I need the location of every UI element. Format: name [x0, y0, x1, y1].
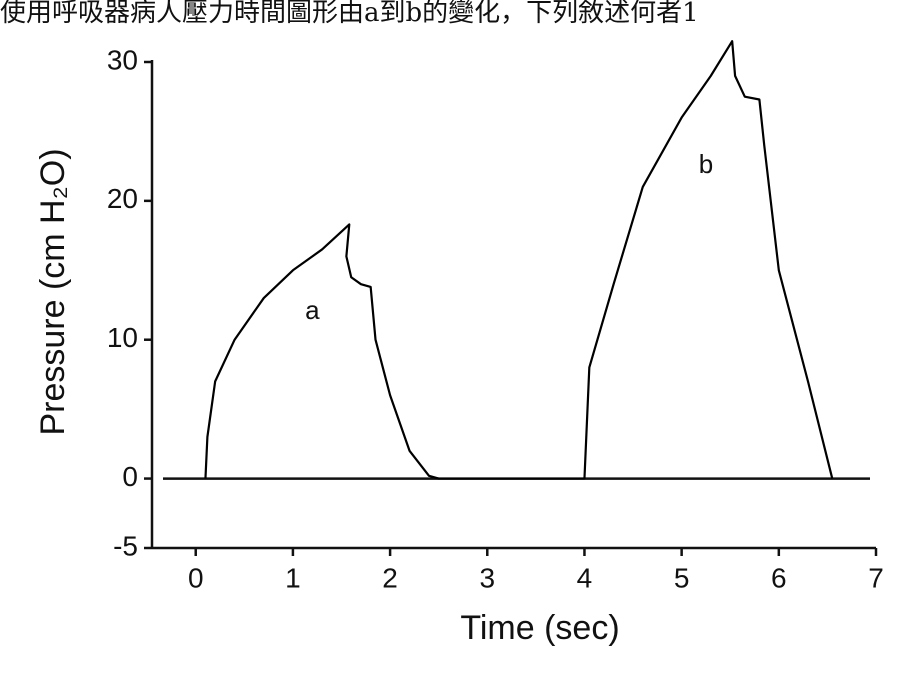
curve-label: b — [699, 149, 713, 179]
y-tick-label: 10 — [107, 322, 138, 353]
x-tick-label: 4 — [577, 562, 593, 593]
x-axis-label: Time (sec) — [460, 609, 619, 647]
x-tick-label: 7 — [868, 562, 884, 593]
y-tick-label: 30 — [107, 44, 138, 75]
x-tick-label: 0 — [188, 562, 204, 593]
x-tick-label: 6 — [771, 562, 787, 593]
y-tick-label: 0 — [122, 461, 138, 492]
y-axis-label: Pressure (cm H₂O) — [34, 148, 72, 435]
y-tick-label: -5 — [113, 530, 138, 561]
x-tick-label: 3 — [479, 562, 495, 593]
x-tick-label: 5 — [674, 562, 690, 593]
curve-label: a — [305, 295, 320, 325]
x-tick-label: 2 — [382, 562, 398, 593]
y-tick-label: 20 — [107, 183, 138, 214]
pressure-line — [204, 40, 834, 480]
x-tick-label: 1 — [285, 562, 301, 593]
caption: 使用呼吸器病人壓力時間圖形由a到b的變化，下列敘述何者1 — [0, 0, 699, 28]
